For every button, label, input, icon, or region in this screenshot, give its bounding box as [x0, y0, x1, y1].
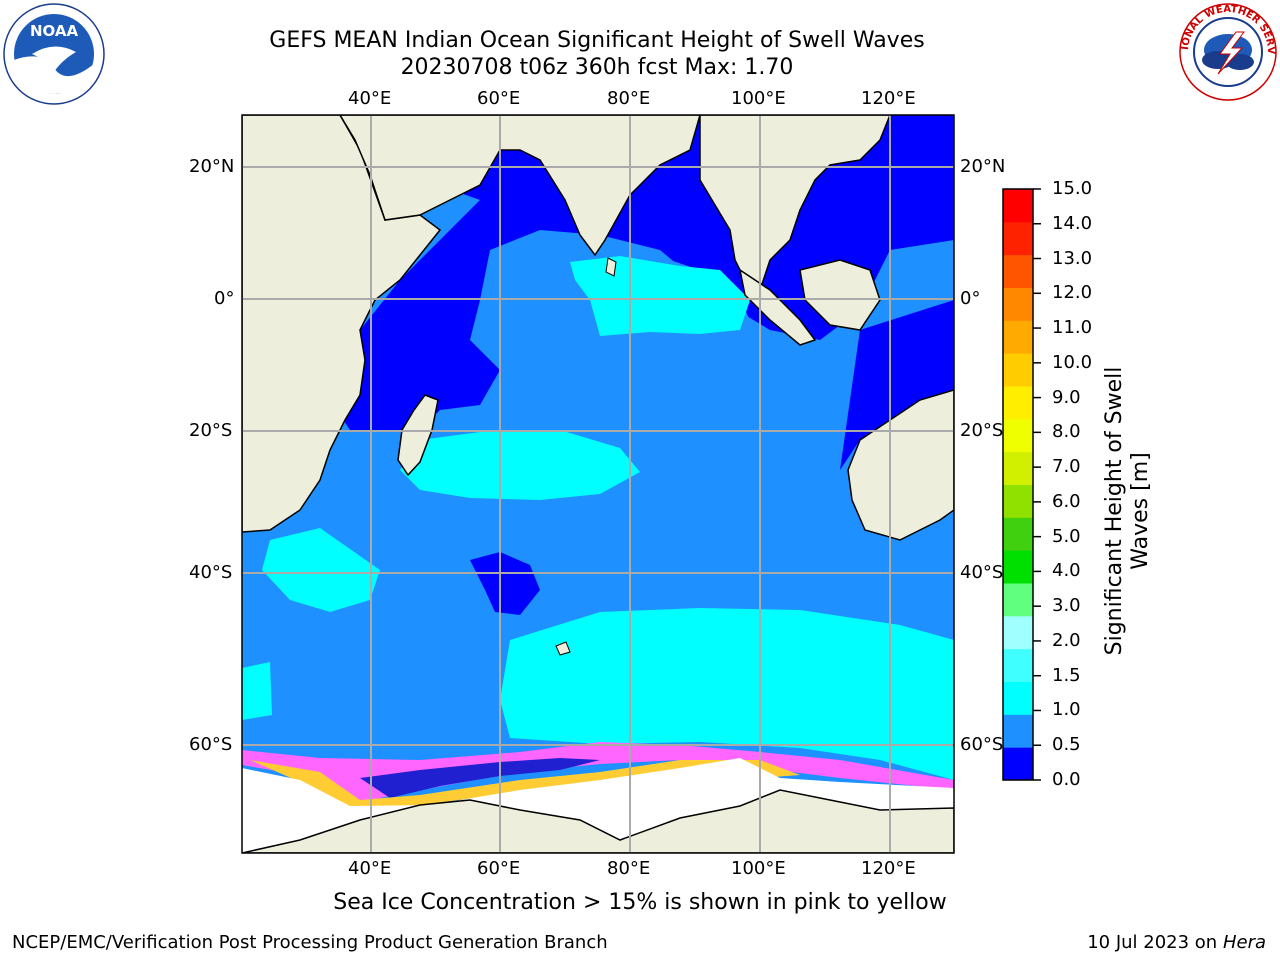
- footer-date-text: 10 Jul 2023 on: [1087, 932, 1218, 953]
- sri-lanka-land: [605, 257, 617, 277]
- colorbar-label-line1: Significant Height of Swell: [1102, 366, 1127, 656]
- map-title: GEFS MEAN Indian Ocean Significant Heigh…: [269, 28, 925, 53]
- colorbar-tick-label: 3.0: [1052, 595, 1081, 617]
- left-lat-label: 0°: [214, 288, 235, 309]
- colorbar-tick-label: 6.0: [1052, 490, 1081, 512]
- left-lat-label: 20°S: [189, 420, 233, 441]
- footer-date: 10 Jul 2023 on Hera: [1087, 932, 1266, 953]
- colorbar-tick-label: 9.0: [1052, 386, 1081, 408]
- sea-ice-note-text: Sea Ice Concentration > 15% is shown in …: [333, 890, 947, 915]
- borneo-land: [799, 259, 881, 331]
- colorbar-segment: [1003, 583, 1033, 617]
- bottom-lon-label: 60°E: [477, 858, 521, 879]
- ocean-high-swell-southern: [500, 608, 954, 780]
- colorbar-tick-label: 15.0: [1052, 178, 1093, 199]
- colorbar-segment: [1003, 615, 1033, 650]
- left-lat-label: 40°S: [189, 562, 233, 583]
- colorbar-frame: [1002, 188, 1034, 781]
- footer-host: Hera: [1222, 932, 1266, 953]
- colorbar-tick-label: 0.5: [1052, 734, 1081, 756]
- colorbar-segment: [1003, 714, 1033, 748]
- colorbar-tick-label: 13.0: [1052, 247, 1093, 269]
- india-land: [499, 115, 701, 257]
- ocean-high-swell-subtropical: [400, 430, 640, 500]
- sea-ice-note: Sea Ice Concentration > 15% is shown in …: [0, 890, 1280, 915]
- ocean-high-swell-west: [262, 528, 380, 612]
- ocean-high-swell-equatorial: [570, 256, 750, 336]
- colorbar-segment: [1003, 221, 1033, 256]
- ocean-high-swell-sw: [242, 662, 272, 720]
- colorbar-tick-label: 1.5: [1052, 664, 1081, 686]
- national-weather-service-logo: NATIONAL WEATHER SERVICE: [1178, 2, 1277, 101]
- colorbar-segment: [1003, 287, 1033, 321]
- map-subtitle-forecast: 20230708 t06z 360h fcst Max: 1.70: [400, 55, 794, 80]
- colorbar-segment: [1003, 747, 1033, 781]
- ocean-low-swell-patch-south: [470, 552, 540, 615]
- colorbar-segment: [1003, 254, 1033, 288]
- left-lat-label: 60°S: [189, 734, 233, 755]
- graticule: [242, 115, 954, 853]
- colorbar-tick-label: 1.0: [1052, 699, 1081, 721]
- colorbar-tick-label: 14.0: [1052, 212, 1093, 234]
- footer-producer: NCEP/EMC/Verification Post Processing Pr…: [12, 932, 608, 953]
- bottom-lon-label: 120°E: [861, 858, 916, 879]
- colorbar-segment: [1003, 189, 1033, 223]
- antarctica-land: [242, 789, 954, 853]
- colorbar-tick-label: 7.0: [1052, 456, 1081, 478]
- top-lon-label: 80°E: [607, 88, 651, 109]
- colorbar-segment: [1003, 484, 1033, 518]
- colorbar-segment: [1003, 320, 1033, 354]
- colorbar-tick-label: 5.0: [1052, 525, 1081, 547]
- bottom-lon-label: 40°E: [348, 858, 392, 879]
- bottom-lon-label: 100°E: [731, 858, 786, 879]
- sea-ice-dark: [360, 758, 600, 798]
- colorbar-label: Significant Height of Swell Waves [m]: [1102, 331, 1154, 691]
- left-lat-label: 20°N: [189, 156, 235, 177]
- colorbar-tick-label: 11.0: [1052, 317, 1093, 339]
- noaa-logo-text: NOAA: [30, 22, 79, 40]
- kerguelen-island: [555, 641, 571, 656]
- right-lat-label: 40°S: [960, 562, 1004, 583]
- colorbar-segment: [1003, 550, 1033, 584]
- colorbar-segment: [1003, 648, 1033, 682]
- colorbar-tick-label: 0.0: [1052, 769, 1081, 790]
- bottom-lon-label: 80°E: [607, 858, 651, 879]
- colorbar-segment: [1003, 681, 1033, 715]
- right-lat-label: 60°S: [960, 734, 1004, 755]
- right-lat-label: 20°N: [960, 156, 1006, 177]
- colorbar-segment: [1003, 517, 1033, 551]
- noaa-logo: NOAA: [3, 3, 105, 105]
- colorbar-segment: [1003, 451, 1033, 485]
- colorbar-segment: [1003, 386, 1033, 420]
- right-lat-label: 20°S: [960, 420, 1004, 441]
- top-lon-label: 120°E: [861, 88, 916, 109]
- colorbar-tick-label: 10.0: [1052, 351, 1093, 373]
- madagascar-land: [397, 394, 439, 477]
- colorbar-tick-label: 12.0: [1052, 282, 1093, 304]
- australia-land: [847, 389, 954, 541]
- map-frame: [241, 114, 955, 854]
- colorbar-segment: [1003, 418, 1033, 453]
- colorbar-tick-label: 8.0: [1052, 421, 1081, 443]
- top-lon-label: 100°E: [731, 88, 786, 109]
- right-lat-label: 0°: [960, 288, 981, 309]
- colorbar-tick-label: 2.0: [1052, 629, 1081, 651]
- top-lon-label: 40°E: [348, 88, 392, 109]
- ocean-low-swell-indonesia: [840, 300, 954, 470]
- colorbar-tick-label: 4.0: [1052, 560, 1081, 582]
- colorbar-segment: [1003, 353, 1033, 387]
- top-lon-label: 60°E: [477, 88, 521, 109]
- colorbar-label-line2: Waves [m]: [1128, 452, 1153, 570]
